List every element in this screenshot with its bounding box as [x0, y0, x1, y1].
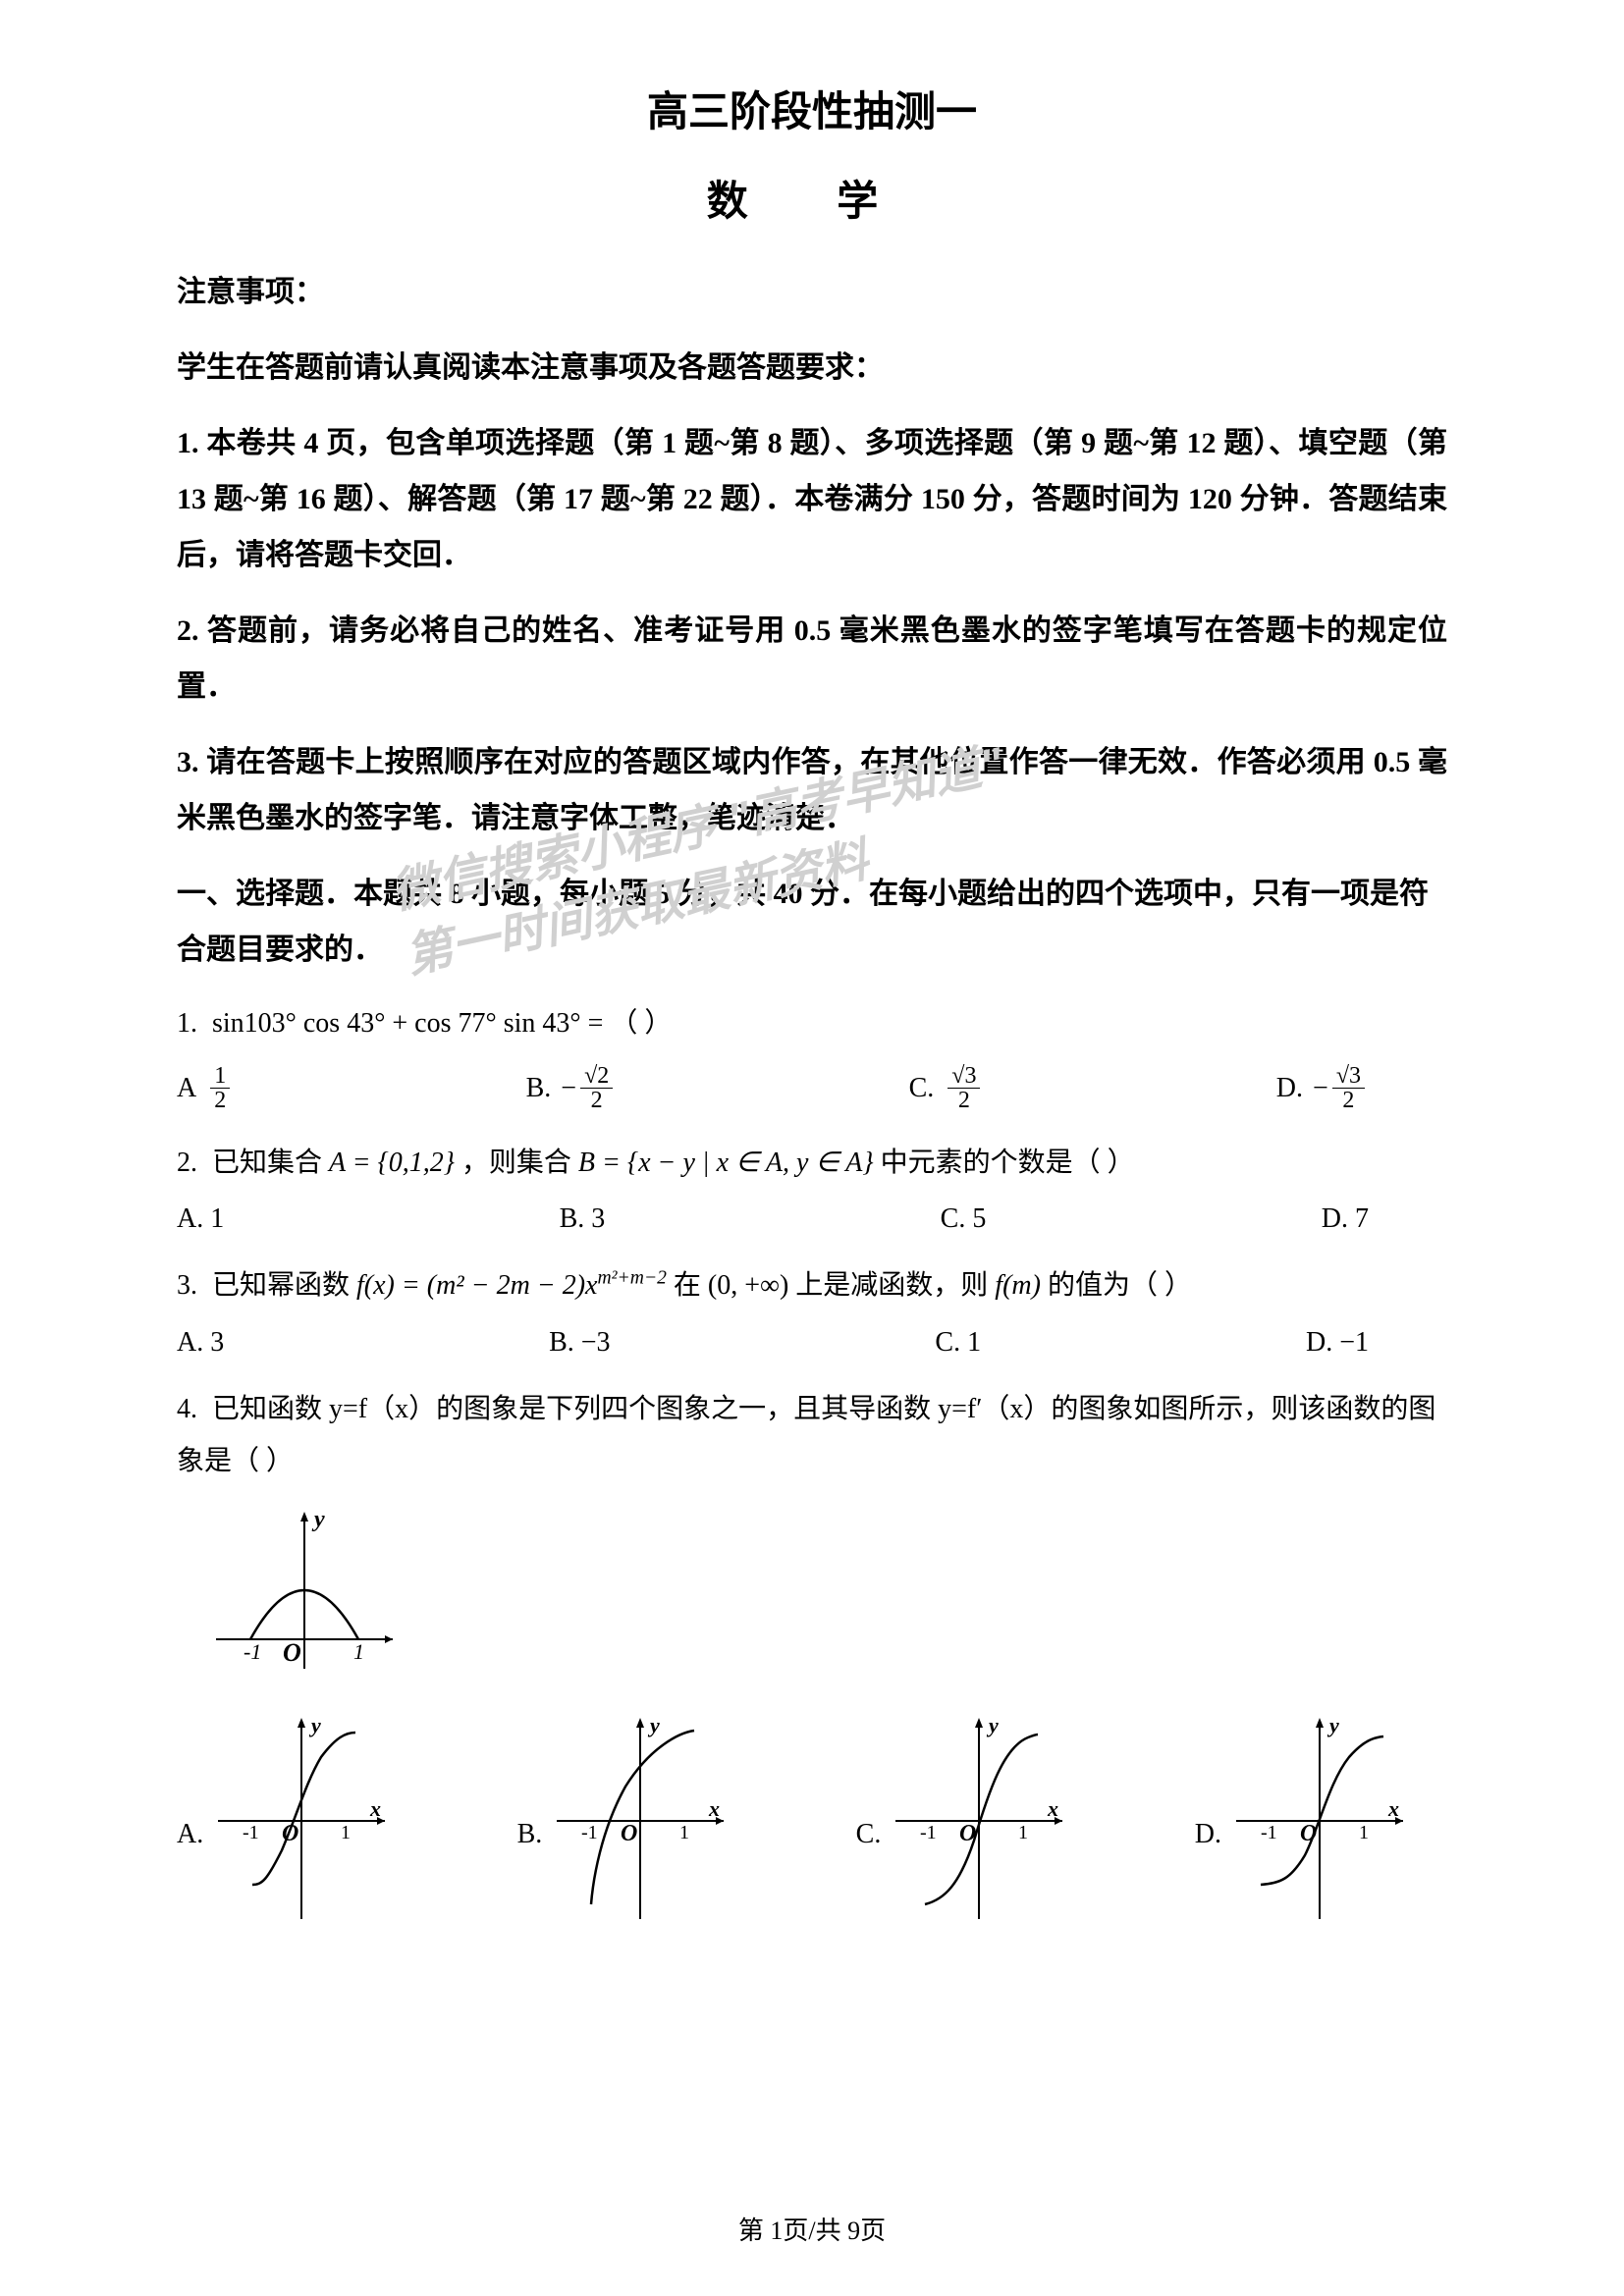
- svg-text:y: y: [986, 1713, 999, 1737]
- q2-text-mid: ，则集合: [461, 1148, 578, 1178]
- q3-option-D: D. −1: [1306, 1327, 1369, 1359]
- svg-text:y: y: [647, 1713, 660, 1737]
- question-2: 2. 已知集合 A = {0,1,2} ，则集合 B = {x − y | x …: [177, 1137, 1447, 1189]
- derivative-svg: -1 1 O y: [206, 1502, 403, 1679]
- q2-setA: A = {0,1,2}: [329, 1148, 455, 1178]
- q1-text: sin103° cos 43° + cos 77° sin 43° = （ ）: [212, 1008, 672, 1039]
- q2-num: 2.: [177, 1137, 197, 1189]
- q4-graphB-svg: -1 1 O y x: [552, 1713, 729, 1929]
- q4-optC-label: C.: [856, 1819, 882, 1850]
- svg-text:y: y: [311, 1507, 325, 1532]
- q3-text-mid: 在 (0, +∞) 上是减函数，则: [674, 1270, 995, 1301]
- svg-text:-1: -1: [1261, 1822, 1277, 1843]
- q3-option-B: B. −3: [549, 1327, 610, 1359]
- q3-func: f(x) = (m² − 2m − 2)xm²+m−2: [356, 1270, 667, 1301]
- q1-option-A: A 1 2: [177, 1064, 234, 1112]
- q1-optD-frac: √3 2: [1332, 1064, 1365, 1112]
- instruction-1: 1. 本卷共 4 页，包含单项选择题（第 1 题~第 8 题）、多项选择题（第 …: [177, 415, 1447, 583]
- q2-text-pre: 已知集合: [212, 1148, 329, 1178]
- q2-option-B: B. 3: [560, 1203, 606, 1235]
- q3-option-C: C. 1: [935, 1327, 981, 1359]
- q3-text-post: 的值为（ ）: [1048, 1270, 1192, 1301]
- svg-text:O: O: [959, 1821, 976, 1846]
- q4-graph-B: B. -1 1 O y x: [517, 1713, 730, 1929]
- instruction-3: 3. 请在答题卡上按照顺序在对应的答题区域内作答，在其他位置作答一律无效．作答必…: [177, 734, 1447, 846]
- q2-option-D: D. 7: [1322, 1203, 1369, 1235]
- q1-num: 1.: [177, 997, 197, 1049]
- q3-fm: f(m): [995, 1270, 1041, 1301]
- q2-option-C: C. 5: [941, 1203, 987, 1235]
- title-main: 高三阶段性抽测一: [177, 79, 1447, 138]
- page-footer: 第 1页/共 9页: [0, 2211, 1624, 2247]
- svg-text:1: 1: [341, 1822, 351, 1843]
- q3-option-A: A. 3: [177, 1327, 224, 1359]
- q4-graphC-svg: -1 1 O y x: [891, 1713, 1067, 1929]
- svg-text:x: x: [708, 1796, 720, 1821]
- svg-text:1: 1: [1018, 1822, 1028, 1843]
- notice-heading: 注意事项：: [177, 267, 1447, 310]
- question-3: 3. 已知幂函数 f(x) = (m² − 2m − 2)xm²+m−2 在 (…: [177, 1259, 1447, 1311]
- q3-text-pre: 已知幂函数: [212, 1270, 356, 1301]
- svg-text:O: O: [621, 1821, 637, 1846]
- question-4: 4. 已知函数 y=f（x）的图象是下列四个图象之一，且其导函数 y=f′（x）…: [177, 1383, 1447, 1487]
- q1-optA-frac: 1 2: [210, 1064, 230, 1112]
- q1-options: A 1 2 B. − √2 2 C. √3 2 D. − √3 2: [177, 1064, 1447, 1112]
- svg-text:x: x: [1387, 1796, 1399, 1821]
- q4-text: 已知函数 y=f（x）的图象是下列四个图象之一，且其导函数 y=f′（x）的图象…: [177, 1394, 1435, 1476]
- svg-text:1: 1: [1359, 1822, 1369, 1843]
- q2-options: A. 1 B. 3 C. 5 D. 7: [177, 1203, 1447, 1235]
- svg-text:1: 1: [679, 1822, 689, 1843]
- svg-text:-1: -1: [243, 1822, 259, 1843]
- q4-optD-label: D.: [1195, 1819, 1221, 1850]
- svg-text:-1: -1: [244, 1639, 261, 1664]
- q4-graphA-svg: -1 1 O y x: [213, 1713, 390, 1929]
- q4-answer-graphs: A. -1 1 O y x B. -1 1 O y x: [177, 1713, 1447, 1929]
- svg-text:-1: -1: [920, 1822, 937, 1843]
- derivative-graph: -1 1 O y: [206, 1502, 1447, 1683]
- q1-option-B: B. − √2 2: [526, 1064, 618, 1112]
- q1-optD-label: D.: [1276, 1073, 1303, 1104]
- svg-text:-1: -1: [581, 1822, 598, 1843]
- section1-heading: 一、选择题．本题共 8 小题，每小题 5 分，共 40 分．在每小题给出的四个选…: [177, 866, 1447, 978]
- instruction-0: 学生在答题前请认真阅读本注意事项及各题答题要求：: [177, 340, 1447, 396]
- q4-optA-label: A.: [177, 1819, 203, 1850]
- q4-graph-D: D. -1 1 O y x: [1195, 1713, 1408, 1929]
- q1-optB-label: B.: [526, 1073, 552, 1104]
- svg-text:O: O: [282, 1821, 298, 1846]
- svg-text:x: x: [1047, 1796, 1058, 1821]
- instruction-2: 2. 答题前，请务必将自己的姓名、准考证号用 0.5 毫米黑色墨水的签字笔填写在…: [177, 603, 1447, 715]
- q1-option-D: D. − √3 2: [1276, 1064, 1369, 1112]
- q4-num: 4.: [177, 1383, 197, 1435]
- svg-text:y: y: [308, 1713, 321, 1737]
- q2-option-A: A. 1: [177, 1203, 224, 1235]
- q4-graphD-svg: -1 1 O y x: [1231, 1713, 1408, 1929]
- q3-options: A. 3 B. −3 C. 1 D. −1: [177, 1327, 1447, 1359]
- q2-text-post: 中元素的个数是（ ）: [881, 1148, 1135, 1178]
- title-sub: 数 学: [177, 168, 1447, 228]
- svg-text:O: O: [283, 1638, 301, 1667]
- q1-option-C: C. √3 2: [909, 1064, 985, 1112]
- svg-text:O: O: [1300, 1821, 1317, 1846]
- q4-graph-A: A. -1 1 O y x: [177, 1713, 390, 1929]
- q2-setB: B = {x − y | x ∈ A, y ∈ A}: [578, 1148, 874, 1178]
- q4-graph-C: C. -1 1 O y x: [856, 1713, 1068, 1929]
- q1-optC-frac: √3 2: [947, 1064, 980, 1112]
- q4-optB-label: B.: [517, 1819, 543, 1850]
- q1-optC-label: C.: [909, 1073, 935, 1104]
- question-1: 1. sin103° cos 43° + cos 77° sin 43° = （…: [177, 997, 1447, 1049]
- svg-text:1: 1: [353, 1639, 364, 1664]
- q1-optB-frac: √2 2: [580, 1064, 613, 1112]
- q1-optA-label: A: [177, 1073, 196, 1104]
- svg-text:x: x: [369, 1796, 381, 1821]
- svg-text:y: y: [1326, 1713, 1339, 1737]
- q3-num: 3.: [177, 1259, 197, 1311]
